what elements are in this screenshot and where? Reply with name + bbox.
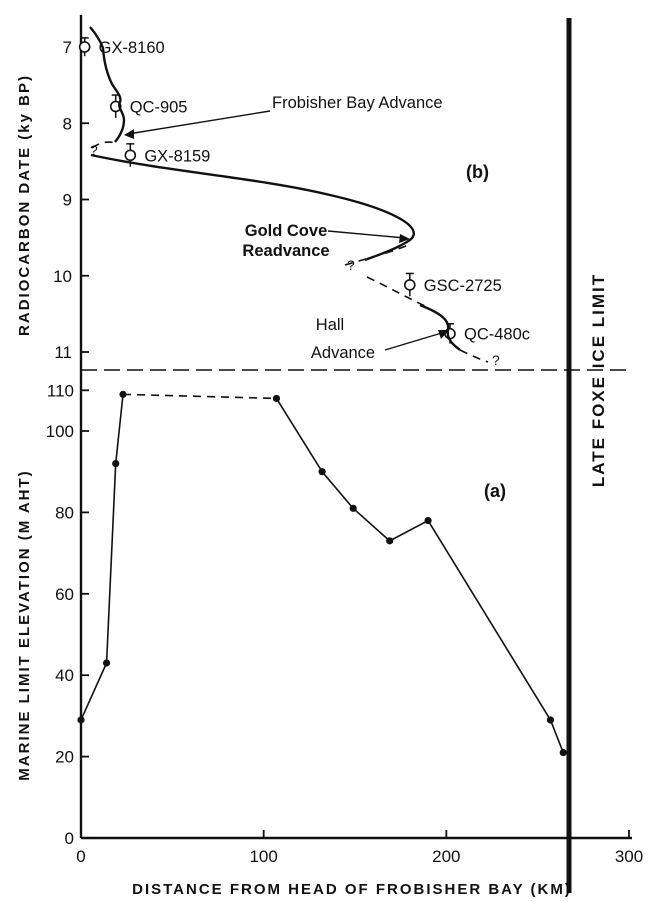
frobisher-dashed — [91, 141, 117, 149]
question-mark: ? — [90, 142, 98, 158]
data-point — [424, 516, 432, 525]
gold-cove-arrowhead — [399, 234, 410, 243]
series-segment — [114, 394, 124, 464]
y-tick-label-a: 40 — [55, 666, 74, 685]
series-segment — [389, 519, 429, 542]
hall-dashed-lower — [459, 349, 489, 363]
y-tick-label-b: 7 — [63, 38, 72, 57]
y-tick-label-b: 10 — [53, 267, 72, 286]
data-point — [386, 537, 394, 545]
gold-cove-dashed — [344, 243, 411, 266]
x-tick-label: 300 — [615, 847, 643, 866]
frobisher-curve — [89, 26, 126, 143]
data-point — [546, 716, 555, 724]
frobisher-arrow — [127, 110, 271, 135]
frobisher-arrowhead — [124, 129, 134, 139]
sample-label: QC-480c — [464, 326, 530, 344]
data-point — [318, 468, 326, 476]
sample-point — [124, 149, 137, 162]
gold-cove-label-2: Readvance — [242, 242, 329, 260]
series-segment — [80, 662, 108, 721]
axes — [79, 15, 632, 893]
data-point — [102, 659, 111, 667]
series-segment — [321, 471, 354, 509]
question-mark: ? — [492, 352, 500, 368]
panel-label-a: (a) — [484, 481, 506, 501]
hall-label-2: Advance — [311, 344, 375, 362]
series-segment — [275, 398, 323, 473]
y-tick-label-b: 11 — [54, 343, 72, 362]
ticks: 0 100 200 300 0 20 40 60 80 100 110 7 8 9 10 11 — [46, 38, 644, 866]
x-tick-label: 200 — [432, 847, 460, 866]
gold-cove-curve — [90, 153, 415, 262]
series-segment — [122, 393, 277, 400]
y-axis-title-b: RADIOCARBON DATE (ky BP) — [16, 74, 33, 336]
series-segment — [105, 463, 117, 664]
sample-point — [403, 279, 416, 291]
x-tick-label: 100 — [249, 847, 277, 866]
frobisher-advance-label: Frobisher Bay Advance — [272, 94, 443, 112]
data-point — [272, 394, 281, 403]
sample-label: QC-905 — [130, 98, 188, 116]
sample-label: GX-8159 — [144, 147, 210, 165]
sample-label: GX-8160 — [99, 39, 165, 57]
y-tick-label-a: 60 — [55, 585, 74, 604]
hall-curve — [419, 303, 461, 351]
y-axis-title-a: MARINE LIMIT ELEVATION (M AHT) — [16, 469, 33, 780]
y-tick-label-a: 20 — [55, 748, 74, 767]
x-axis-title: DISTANCE FROM HEAD OF FROBISHER BAY (KM) — [132, 881, 572, 898]
hall-label-1: Hall — [316, 316, 344, 334]
sample-label: GSC-2725 — [424, 277, 502, 295]
y-tick-label-a: 100 — [46, 422, 74, 441]
series-segment — [549, 719, 564, 753]
hall-arrow — [384, 331, 446, 351]
y-tick-label-b: 8 — [63, 114, 72, 133]
y-tick-label-a: 0 — [65, 829, 74, 848]
y-tick-label-a: 80 — [55, 503, 74, 522]
question-mark: ? — [347, 257, 355, 273]
gold-cove-arrow — [327, 230, 406, 239]
series-segment — [352, 507, 391, 542]
gold-cove-label-1: Gold Cove — [245, 222, 328, 240]
data-point — [112, 459, 120, 468]
data-point — [559, 748, 567, 757]
data-point — [119, 390, 127, 398]
sample-point — [78, 41, 91, 53]
y-tick-label-b: 9 — [63, 191, 72, 210]
ice-limit-label: LATE FOXE ICE LIMIT — [589, 273, 608, 487]
x-tick-label: 0 — [76, 847, 85, 866]
hall-dashed-upper — [366, 276, 426, 307]
panel-label-b: (b) — [466, 162, 489, 182]
y-tick-label-a: 110 — [47, 381, 74, 400]
marks: GX-8160 QC-905 GX-8159 GSC-2725 QC-480c — [77, 37, 567, 757]
hall-arrowhead — [438, 330, 449, 339]
data-point — [77, 716, 85, 724]
data-point — [349, 504, 357, 512]
series-segment — [427, 520, 552, 721]
